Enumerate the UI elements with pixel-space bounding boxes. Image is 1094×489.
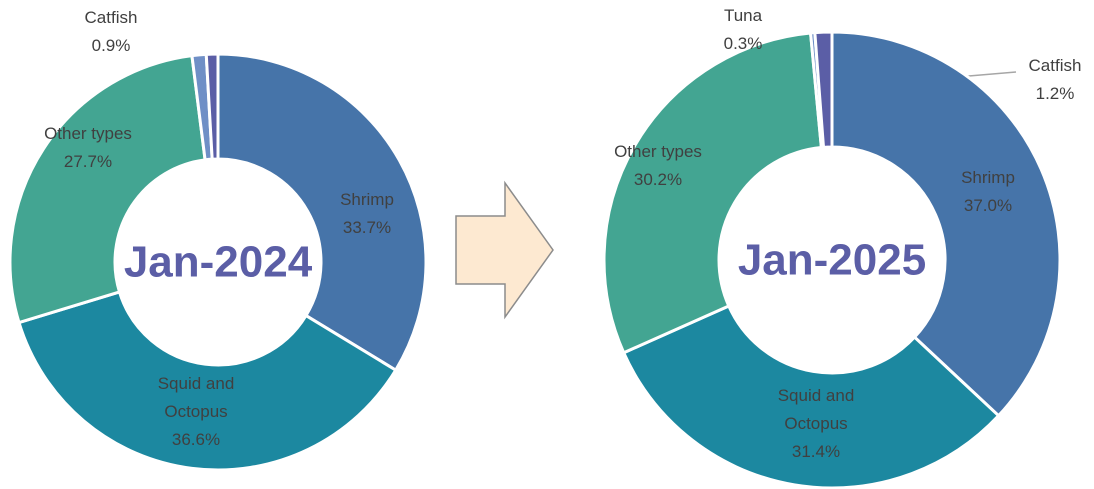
value-label: 30.2%: [633, 170, 683, 189]
category-label: Other types: [44, 124, 132, 143]
donut-slice: [204, 52, 220, 161]
value-label: 37.0%: [963, 196, 1013, 215]
slice-label: Shrimp 37.0%: [932, 164, 1044, 220]
slice-label: Shrimp 33.7%: [311, 186, 423, 242]
value-label: 31.4%: [791, 442, 841, 461]
donut-slice: [602, 31, 824, 355]
category-label: Shrimp: [340, 190, 394, 209]
category-label: Squid and Octopus: [157, 374, 235, 421]
category-label: Catfish: [84, 8, 138, 27]
category-label: Other types: [614, 142, 702, 161]
category-label: Squid and Octopus: [777, 386, 855, 433]
slice-label: Other types 30.2%: [602, 138, 714, 194]
donut-slice: [8, 53, 207, 325]
donut-slice: [216, 52, 428, 373]
center-title: Jan-2025: [738, 236, 926, 285]
value-label: 27.7%: [63, 152, 113, 171]
donut-slice: [17, 290, 398, 472]
slice-label: Other types 27.7%: [32, 120, 144, 176]
arrow: [455, 180, 554, 320]
slice-label: Catfish 1.2%: [999, 52, 1094, 108]
category-label: Catfish: [1028, 56, 1082, 75]
donut-slice: [813, 30, 834, 149]
value-label: 33.7%: [342, 218, 392, 237]
value-label: 0.3%: [723, 34, 763, 53]
donut-slice: [621, 303, 1001, 489]
center-title: Jan-2024: [124, 238, 313, 287]
value-label: 0.9%: [91, 36, 131, 55]
category-label: Shrimp: [961, 168, 1015, 187]
donut-slice: [830, 30, 1062, 418]
slice-label: Squid and Octopus 31.4%: [760, 382, 872, 466]
slice-label: Tuna 0.3%: [687, 2, 799, 58]
slice-label: Catfish 0.9%: [55, 4, 167, 60]
value-label: 1.2%: [1035, 84, 1075, 103]
value-label: 36.6%: [171, 430, 221, 449]
slice-label: Squid and Octopus 36.6%: [140, 370, 252, 454]
category-label: Tuna: [723, 6, 763, 25]
